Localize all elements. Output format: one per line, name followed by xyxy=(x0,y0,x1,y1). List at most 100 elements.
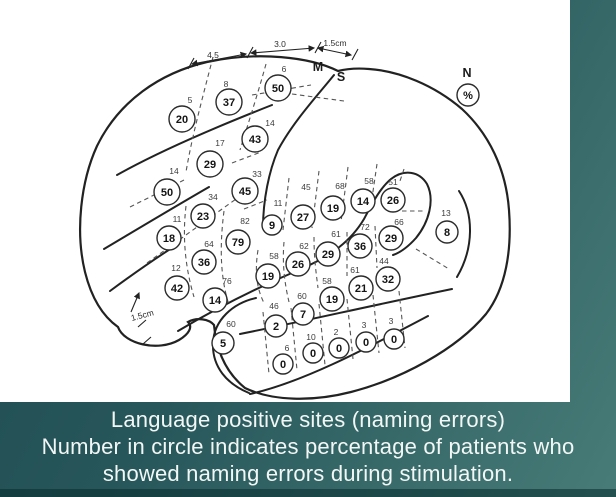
site-circle xyxy=(315,241,341,267)
site-circle xyxy=(153,178,181,206)
site-small-number: 51 xyxy=(388,177,398,187)
site-small-number: 14 xyxy=(265,118,275,128)
slide-bottom-edge xyxy=(0,489,616,497)
site-circle xyxy=(347,233,373,259)
site-circle xyxy=(196,150,224,178)
site-percentage: 21 xyxy=(355,283,367,295)
site-percentage: 0 xyxy=(391,334,397,346)
site-percentage: 36 xyxy=(198,257,210,269)
ruler-tick xyxy=(246,46,254,59)
site-small-number: 33 xyxy=(252,169,262,179)
site-circle xyxy=(215,88,243,116)
site-percentage: 8 xyxy=(444,227,450,239)
site-circle xyxy=(231,177,259,205)
site-small-number: 58 xyxy=(322,276,332,286)
zone-boundaries-dashed xyxy=(129,56,450,375)
angular-gyrus-curve xyxy=(456,190,471,278)
scale-label: 1.5cm xyxy=(130,307,155,323)
site-small-number: 11 xyxy=(274,198,283,208)
caption-line: Number in circle indicates percentage of… xyxy=(41,434,575,459)
site-percentage: 23 xyxy=(197,211,209,223)
site-percentage: 27 xyxy=(297,212,309,224)
site-small-number: 60 xyxy=(297,291,307,301)
scale-label-text: 1.5cm xyxy=(130,307,155,323)
sylvian-fissure xyxy=(177,171,432,332)
site-small-number: 68 xyxy=(335,181,345,191)
cortex-outline xyxy=(79,55,511,400)
percent-legend: % xyxy=(456,83,480,107)
site-percentage: 29 xyxy=(385,233,397,245)
site-circle xyxy=(290,204,316,230)
site-small-number: 58 xyxy=(364,176,374,186)
site-percentage: 14 xyxy=(357,196,370,208)
site-percentage: 14 xyxy=(209,295,222,307)
site-circle xyxy=(211,331,235,355)
site-percentage: 32 xyxy=(382,274,394,286)
site-circle xyxy=(302,342,324,364)
site-circle xyxy=(285,251,311,277)
site-small-number: 46 xyxy=(269,301,279,311)
site-percentage: 37 xyxy=(223,97,235,109)
site-small-number: 58 xyxy=(269,251,279,261)
site-small-number: 17 xyxy=(215,138,225,148)
caption: Language positive sites (naming errors) … xyxy=(0,402,616,497)
ruler-tick xyxy=(351,48,359,61)
site-small-number: 5 xyxy=(188,95,193,105)
site-circle xyxy=(355,331,377,353)
central-sulcus xyxy=(262,74,335,229)
site-circle xyxy=(202,287,228,313)
ruler-label: 4.5 xyxy=(207,50,219,60)
site-small-number: 72 xyxy=(360,222,370,232)
site-small-number: 82 xyxy=(240,216,250,226)
site-circle xyxy=(264,74,292,102)
ruler-labels: 4.5 3.0 1.5cm xyxy=(207,38,346,60)
site-circle xyxy=(350,188,376,214)
site-circle xyxy=(225,229,251,255)
site-percentage: 2 xyxy=(273,321,279,333)
site-small-number: 62 xyxy=(299,241,309,251)
site-small-number: 66 xyxy=(394,217,404,227)
site-percentage: 50 xyxy=(161,187,173,199)
site-percentage: 20 xyxy=(176,114,188,126)
site-circle xyxy=(375,266,401,292)
site-small-number: 60 xyxy=(226,319,236,329)
caption-line: Language positive sites (naming errors) xyxy=(110,407,506,432)
site-small-number: 14 xyxy=(169,166,179,176)
percent-legend-symbol: % xyxy=(463,90,473,102)
site-circle xyxy=(255,263,281,289)
site-circle xyxy=(191,249,217,275)
site-small-number: 64 xyxy=(204,239,214,249)
anatomy-letter-s: S xyxy=(337,70,345,84)
superior-temporal-sulcus xyxy=(239,288,453,335)
brain-figure: 20 5 37 8 50 6 29 17 43 14 50 14 45 33 23 34 18 11 9 11 27 45… xyxy=(79,38,511,400)
site-circle xyxy=(261,214,283,236)
site-small-number: 61 xyxy=(350,265,360,275)
ruler-segment-4-5 xyxy=(190,51,248,67)
site-percentage: 26 xyxy=(292,259,304,271)
site-small-number: 34 xyxy=(208,192,218,202)
site-circle xyxy=(320,195,346,221)
site-small-number: 6 xyxy=(282,64,287,74)
middle-temporal-sulcus xyxy=(249,315,429,395)
caption-line: showed naming errors during stimulation. xyxy=(102,461,514,486)
site-percentage: 19 xyxy=(262,271,274,283)
site-circle xyxy=(435,220,459,244)
site-circle xyxy=(291,302,315,326)
site-small-number: 8 xyxy=(224,79,229,89)
site-small-number: 6 xyxy=(285,343,290,353)
site-percentage: 19 xyxy=(326,294,338,306)
site-small-number: 11 xyxy=(173,214,182,224)
anatomy-letter-n: N xyxy=(462,66,471,80)
ruler-tick xyxy=(187,57,195,70)
site-percentage: 36 xyxy=(354,241,366,253)
ruler-label: 1.5cm xyxy=(323,38,346,48)
percent-legend-circle xyxy=(456,83,480,107)
site-percentage: 26 xyxy=(387,195,399,207)
site-percentage: 50 xyxy=(272,83,284,95)
middle-frontal-sulcus xyxy=(103,186,210,250)
site-percentage: 19 xyxy=(327,203,339,215)
anatomy-letters: MS N xyxy=(313,60,472,84)
site-percentage: 29 xyxy=(204,159,216,171)
